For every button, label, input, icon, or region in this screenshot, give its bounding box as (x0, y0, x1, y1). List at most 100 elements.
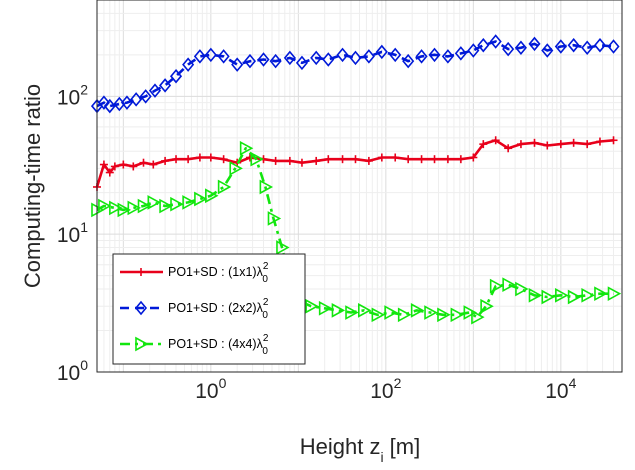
x-tick-labels: 100 102 104 (195, 375, 576, 403)
data-point (454, 46, 467, 61)
data-point (245, 153, 254, 162)
data-point (195, 153, 204, 162)
data-point (243, 53, 257, 69)
data-point (441, 49, 454, 64)
data-point (324, 155, 333, 164)
data-point (148, 83, 162, 98)
data-point (593, 37, 607, 53)
data-point (267, 211, 282, 226)
legend-label: PO1+SD : (4x4)λ2 0 (168, 333, 269, 357)
data-point (443, 155, 452, 164)
data-point (583, 140, 592, 149)
data-point (239, 140, 254, 156)
data-point (364, 156, 373, 165)
data-point (402, 53, 415, 69)
data-point (295, 55, 309, 71)
plot-frame (96, 0, 623, 373)
data-point (169, 68, 183, 84)
x-axis-label: Height zi [m] (300, 434, 420, 465)
x-tick-label: 100 (195, 375, 226, 403)
data-point (528, 36, 541, 52)
data-point (139, 89, 152, 104)
data-point (437, 307, 451, 323)
data-point (456, 155, 465, 164)
data-point (594, 286, 608, 302)
series-line (96, 40, 614, 108)
data-point (541, 289, 555, 305)
data-point (137, 198, 152, 214)
data-point (336, 47, 349, 63)
series-2 (90, 34, 620, 114)
data-point (149, 160, 158, 169)
data-point (297, 158, 306, 167)
legend-label: PO1+SD : (1x1)λ2 0 (168, 261, 269, 285)
data-point (219, 155, 228, 164)
x-tick-label: 104 (545, 375, 576, 403)
data-point (428, 47, 441, 63)
y-tick-labels: 100 101 102 (57, 81, 88, 385)
data-point (567, 37, 580, 53)
data-point (567, 289, 582, 305)
data-point (489, 278, 504, 294)
data-point (410, 303, 425, 318)
data-point (371, 307, 386, 323)
data-point (514, 40, 527, 56)
data-point (182, 195, 196, 210)
data-point (595, 137, 604, 146)
y-tick-label: 100 (57, 357, 88, 385)
data-point (516, 140, 525, 149)
data-point (110, 162, 119, 171)
data-point (105, 168, 114, 177)
legend-marker (135, 336, 149, 352)
data-point (194, 191, 208, 207)
data-point (229, 161, 243, 176)
legend-marker (134, 300, 148, 316)
data-point (271, 156, 280, 165)
data-point (480, 298, 494, 314)
data-point (391, 153, 400, 162)
data-point (477, 37, 490, 53)
data-point (417, 155, 426, 164)
data-point (491, 136, 500, 145)
data-point (184, 155, 193, 164)
data-point (129, 162, 138, 171)
data-point (404, 155, 413, 164)
data-point (283, 50, 296, 66)
data-point (471, 309, 485, 325)
data-point (120, 95, 134, 110)
data-point (147, 195, 161, 210)
data-point (109, 200, 123, 216)
data-point (257, 52, 270, 67)
data-point (502, 41, 515, 57)
data-point (569, 138, 578, 147)
series-1 (93, 136, 618, 191)
data-point (159, 198, 173, 214)
data-point (305, 298, 319, 314)
data-point (362, 49, 375, 64)
data-point (351, 155, 360, 164)
data-point (127, 200, 141, 216)
data-point (206, 153, 215, 162)
data-point (338, 155, 347, 164)
data-point (515, 281, 529, 297)
data-point (384, 305, 398, 320)
data-point (159, 78, 172, 93)
data-point (349, 50, 362, 66)
series-layer (90, 34, 622, 325)
data-point (285, 156, 294, 165)
legend-marker (137, 268, 145, 276)
data-point (504, 144, 513, 153)
data-point (415, 49, 428, 64)
data-point (530, 138, 539, 147)
x-tick-label: 102 (370, 375, 401, 403)
data-point (259, 179, 274, 195)
legend-label: PO1+SD : (2x2)λ2 0 (168, 297, 269, 321)
data-point (609, 136, 618, 145)
data-point (130, 92, 143, 107)
data-point (424, 305, 438, 320)
data-point (543, 141, 552, 150)
data-point (172, 155, 181, 164)
data-point (193, 49, 206, 64)
series-3 (91, 140, 622, 325)
